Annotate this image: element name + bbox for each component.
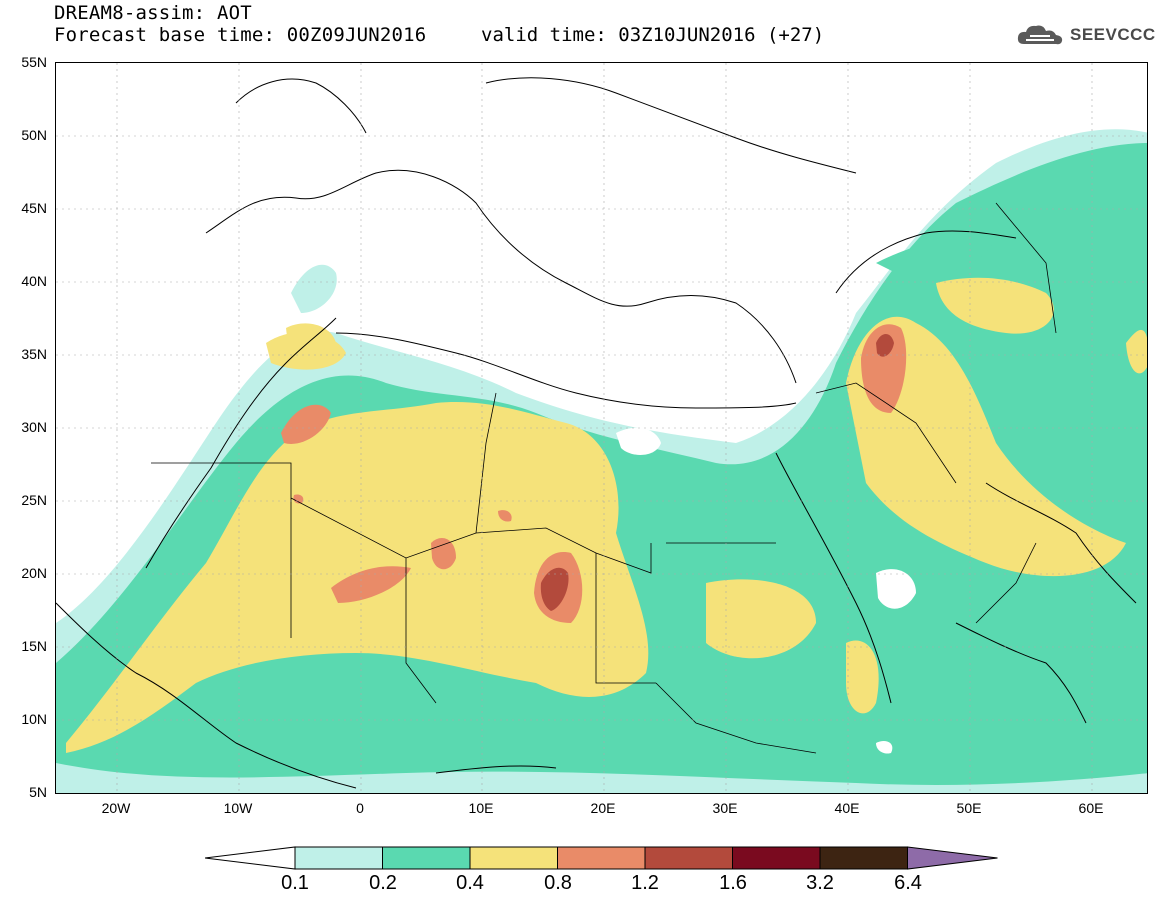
legend-label-0.1: 0.1 <box>281 872 309 894</box>
legend-label-1.2: 1.2 <box>631 872 659 894</box>
grid-lines <box>56 63 1147 793</box>
colorbar-swatch <box>294 846 383 870</box>
logo-text: SEEVCCC <box>1070 25 1156 44</box>
lon-label-30e: 30E <box>712 800 738 816</box>
lat-label-20n: 20N <box>21 565 47 581</box>
lat-label-10n: 10N <box>21 711 47 727</box>
aot-map <box>55 62 1148 794</box>
forecast-base-time: Forecast base time: 00Z09JUN2016 <box>54 24 427 46</box>
lon-label-0: 0 <box>356 800 364 816</box>
lat-label-15n: 15N <box>21 638 47 654</box>
lon-label-10e: 10E <box>468 800 494 816</box>
country-borders <box>151 202 1057 754</box>
colorbar-swatch <box>732 846 821 870</box>
lon-label-40e: 40E <box>834 800 860 816</box>
colorbar-swatch <box>819 846 908 870</box>
clean-air-patches <box>616 427 916 754</box>
aot-band-04 <box>66 277 1147 753</box>
lon-label-10w: 10W <box>223 800 253 816</box>
lat-label-25n: 25N <box>21 492 47 508</box>
lat-label-30n: 30N <box>21 419 47 435</box>
map-canvas <box>56 63 1147 793</box>
legend-label-3.2: 3.2 <box>806 872 834 894</box>
valid-time: valid time: 03Z10JUN2016 (+27) <box>481 24 825 46</box>
lat-label-35n: 35N <box>21 346 47 362</box>
legend-label-0.8: 0.8 <box>544 872 572 894</box>
legend-label-1.6: 1.6 <box>719 872 747 894</box>
lon-label-20w: 20W <box>101 800 131 816</box>
lon-label-60e: 60E <box>1078 800 1104 816</box>
cloud-icon <box>1017 25 1063 45</box>
colorbar-lower-arrow <box>205 846 296 870</box>
legend-label-6.4: 6.4 <box>894 872 922 894</box>
lat-label-45n: 45N <box>21 200 47 216</box>
lat-label-50n: 50N <box>21 127 47 143</box>
colorbar-swatch <box>382 846 471 870</box>
colorbar-swatch <box>557 846 646 870</box>
lat-label-5n: 5N <box>29 784 47 800</box>
lon-label-20e: 20E <box>590 800 616 816</box>
aot-colorbar <box>205 846 998 870</box>
lon-label-50e: 50E <box>956 800 982 816</box>
legend-label-0.4: 0.4 <box>456 872 484 894</box>
colorbar-swatch <box>644 846 733 870</box>
seevccc-logo: SEEVCCC <box>1016 22 1156 48</box>
lat-label-40n: 40N <box>21 273 47 289</box>
colorbar-upper-arrow <box>907 846 998 870</box>
lat-label-55n: 55N <box>21 54 47 70</box>
map-title: DREAM8-assim: AOT <box>54 2 252 24</box>
legend-label-0.2: 0.2 <box>369 872 397 894</box>
aot-band-12 <box>540 334 894 611</box>
colorbar-swatch <box>469 846 558 870</box>
coastlines <box>56 77 1137 789</box>
